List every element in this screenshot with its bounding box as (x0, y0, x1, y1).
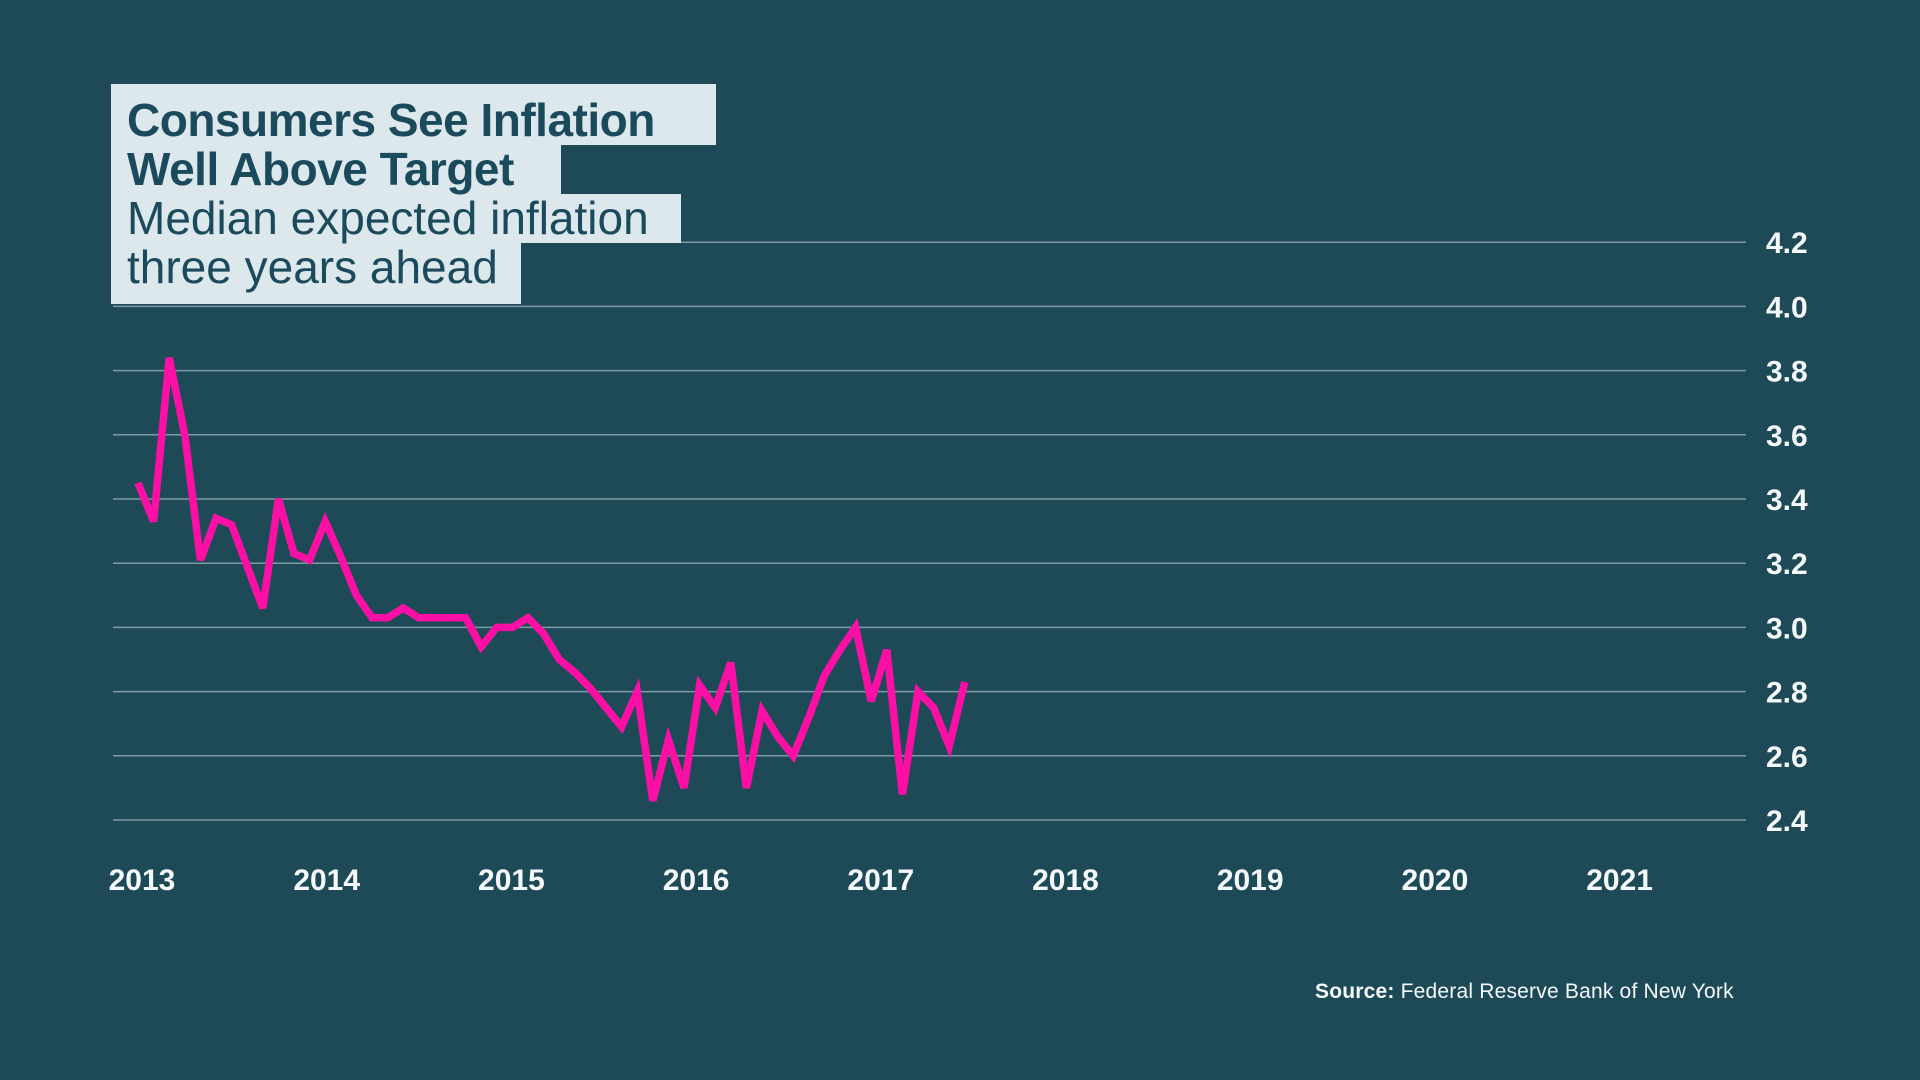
x-tick-label-2018: 2018 (1032, 864, 1099, 897)
y-tick-label: 3.0 (1766, 612, 1808, 645)
x-tick-label-2021: 2021 (1586, 864, 1653, 897)
source-label: Source: (1315, 980, 1395, 1003)
inflation-line (134, 357, 969, 802)
x-axis-labels: 2013 2014 2015 2016 2017 2018 2019 2020 2021 (109, 864, 1653, 897)
chart-subtitle-line-2: three years ahead (111, 243, 521, 304)
chart-title-line-2: Well Above Target (111, 145, 561, 194)
x-tick-label-2014: 2014 (293, 864, 360, 897)
y-tick-label: 3.8 (1766, 356, 1808, 389)
y-tick-label: 2.8 (1766, 677, 1808, 710)
x-tick-label-2017: 2017 (847, 864, 914, 897)
chart-title-line-1: Consumers See Inflation (111, 84, 716, 145)
y-tick-label: 4.2 (1766, 227, 1808, 260)
y-tick-label: 2.6 (1766, 741, 1808, 774)
y-axis-labels: 4.2 4.0 3.8 3.6 3.4 3.2 3.0 2.8 2.6 2.4 (1766, 227, 1808, 838)
chart-subtitle-line-1: Median expected inflation (111, 194, 681, 243)
x-tick-label-2020: 2020 (1402, 864, 1469, 897)
source-text: Federal Reserve Bank of New York (1400, 980, 1734, 1003)
x-tick-label-2019: 2019 (1217, 864, 1284, 897)
y-tick-label: 4.0 (1766, 291, 1808, 324)
source-attribution: Source: Federal Reserve Bank of New York (1315, 980, 1734, 1004)
y-tick-label: 3.6 (1766, 420, 1808, 453)
y-tick-label: 2.4 (1766, 805, 1808, 838)
gridlines (113, 241, 1746, 821)
x-tick-label-2016: 2016 (663, 864, 730, 897)
x-tick-label-2015: 2015 (478, 864, 545, 897)
y-tick-label: 3.4 (1766, 484, 1808, 517)
title-block: Consumers See Inflation Well Above Targe… (111, 84, 716, 304)
x-tick-label-2013: 2013 (109, 864, 176, 897)
y-tick-label: 3.2 (1766, 548, 1808, 581)
